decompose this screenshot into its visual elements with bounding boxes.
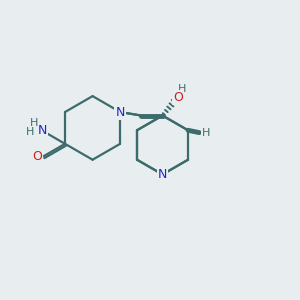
Text: H: H	[178, 84, 186, 94]
Text: O: O	[32, 150, 42, 163]
Text: H: H	[202, 128, 210, 138]
Text: N: N	[116, 106, 125, 118]
Text: H: H	[26, 127, 34, 137]
Text: H: H	[30, 118, 38, 128]
Text: O: O	[173, 91, 183, 104]
Text: N: N	[158, 168, 167, 181]
Text: N: N	[38, 124, 47, 137]
